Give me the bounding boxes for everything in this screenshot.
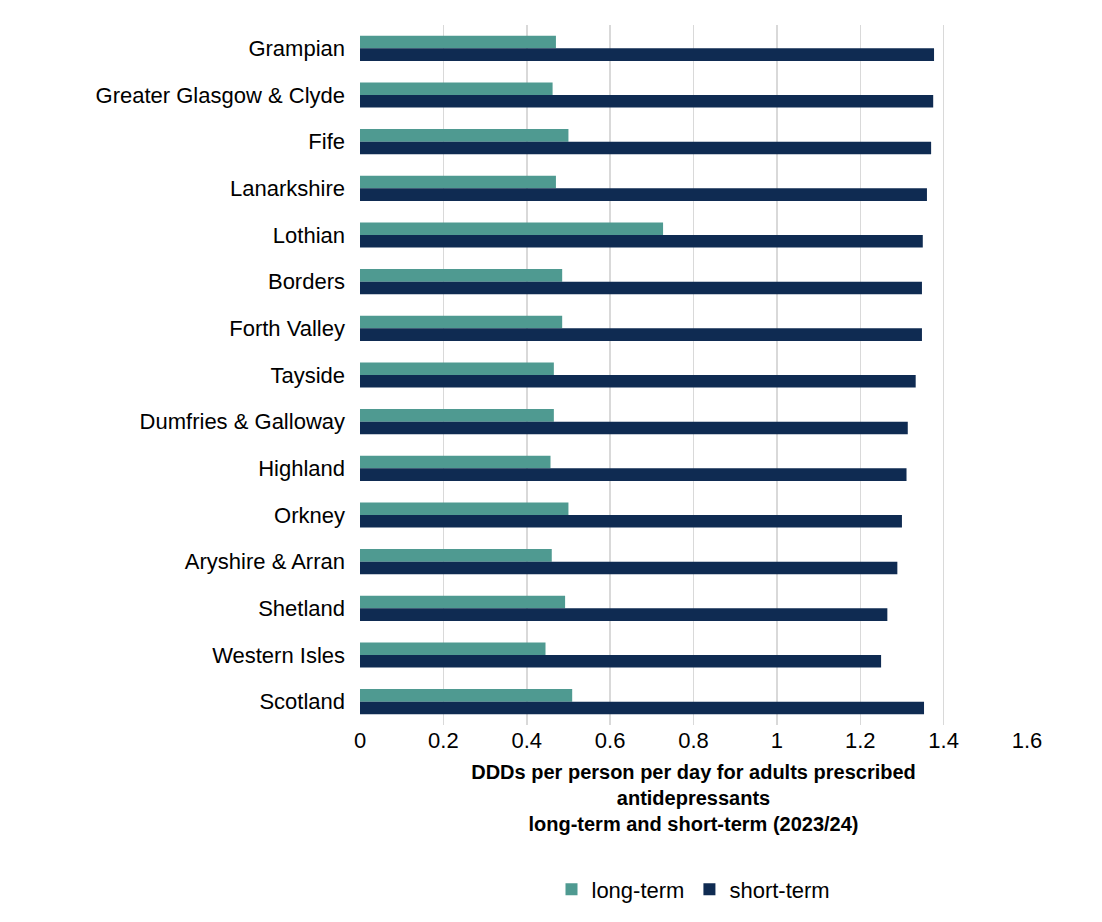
- svg-text:0.4: 0.4: [511, 728, 542, 753]
- svg-text:Grampian: Grampian: [248, 36, 345, 61]
- svg-text:1: 1: [771, 728, 783, 753]
- svg-text:0.2: 0.2: [428, 728, 459, 753]
- svg-text:Fife: Fife: [308, 129, 345, 154]
- svg-text:Orkney: Orkney: [274, 503, 345, 528]
- svg-text:Lanarkshire: Lanarkshire: [230, 176, 345, 201]
- svg-text:Highland: Highland: [258, 456, 345, 481]
- svg-text:Tayside: Tayside: [270, 363, 345, 388]
- svg-text:0.6: 0.6: [595, 728, 626, 753]
- svg-text:long-term: long-term: [592, 878, 685, 903]
- svg-text:Western Isles: Western Isles: [212, 643, 345, 668]
- svg-text:Lothian: Lothian: [273, 223, 345, 248]
- svg-text:short-term: short-term: [729, 878, 829, 903]
- svg-text:1.6: 1.6: [1012, 728, 1043, 753]
- svg-text:1.2: 1.2: [845, 728, 876, 753]
- svg-text:Shetland: Shetland: [258, 596, 345, 621]
- svg-text:0: 0: [354, 728, 366, 753]
- svg-text:Borders: Borders: [268, 269, 345, 294]
- svg-text:DDDs per person per day for ad: DDDs per person per day for adults presc…: [471, 761, 916, 835]
- svg-text:Scotland: Scotland: [259, 689, 345, 714]
- svg-text:0.8: 0.8: [678, 728, 709, 753]
- svg-text:Greater Glasgow & Clyde: Greater Glasgow & Clyde: [96, 83, 345, 108]
- svg-text:Forth Valley: Forth Valley: [229, 316, 345, 341]
- svg-text:1.4: 1.4: [928, 728, 959, 753]
- svg-text:Dumfries & Galloway: Dumfries & Galloway: [140, 409, 345, 434]
- svg-text:Aryshire & Arran: Aryshire & Arran: [185, 549, 345, 574]
